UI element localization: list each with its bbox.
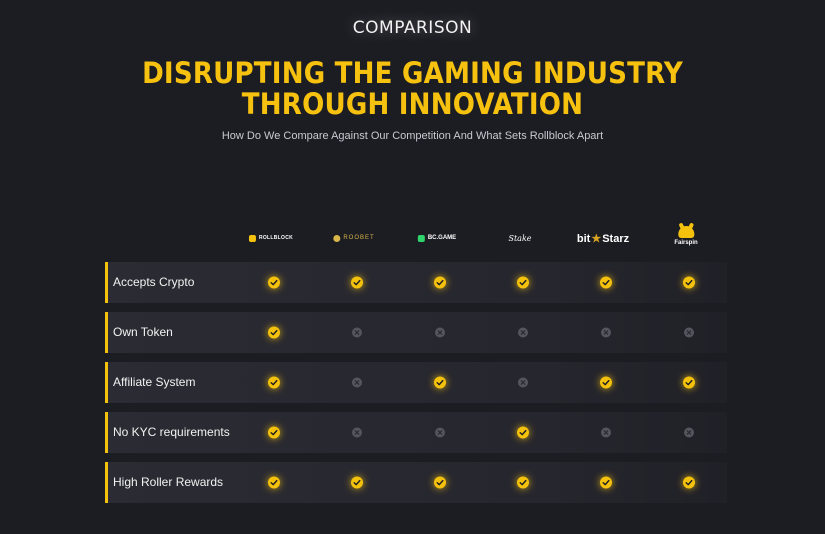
feature-label: Own Token bbox=[113, 325, 173, 339]
check-icon bbox=[268, 276, 281, 289]
section-eyebrow: COMPARISON bbox=[352, 18, 473, 38]
roobet-logo-text: ROOBET bbox=[343, 235, 375, 241]
fairspin-logo-text: Fairspin bbox=[674, 240, 698, 246]
cross-icon bbox=[351, 326, 364, 339]
check-icon bbox=[517, 476, 530, 489]
bitstarz-logo-text: bit★Starz bbox=[577, 232, 629, 245]
check-icon bbox=[351, 276, 364, 289]
check-icon bbox=[268, 376, 281, 389]
check-icon bbox=[434, 476, 447, 489]
cross-icon bbox=[434, 326, 447, 339]
bitstarz-logo-right: Starz bbox=[602, 232, 630, 245]
check-icon bbox=[683, 376, 696, 389]
feature-label: Affiliate System bbox=[113, 375, 196, 389]
fairspin-logo: Fairspin bbox=[674, 224, 698, 248]
rollblock-logo: ROLLBLOCK bbox=[248, 226, 294, 250]
bcgame-mark-icon bbox=[417, 234, 425, 242]
feature-label: No KYC requirements bbox=[113, 425, 230, 439]
bitstarz-logo-left: bit bbox=[576, 232, 591, 245]
check-icon bbox=[434, 376, 447, 389]
cross-icon bbox=[517, 376, 530, 389]
check-icon bbox=[517, 276, 530, 289]
comparison-row: High Roller Rewards bbox=[105, 462, 727, 503]
check-icon bbox=[683, 276, 696, 289]
comparison-row: Affiliate System bbox=[105, 362, 727, 403]
check-icon bbox=[268, 476, 281, 489]
bcgame-logo: BC.GAME bbox=[417, 226, 457, 250]
check-icon bbox=[268, 326, 281, 339]
comparison-row: Own Token bbox=[105, 312, 727, 353]
rollblock-logo-text: ROLLBLOCK bbox=[258, 235, 294, 241]
check-icon bbox=[600, 376, 613, 389]
headline-line-1: DISRUPTING THE GAMING INDUSTRY bbox=[142, 56, 683, 90]
check-icon bbox=[683, 476, 696, 489]
cross-icon bbox=[600, 326, 613, 339]
cross-icon bbox=[351, 426, 364, 439]
section-headline: DISRUPTING THE GAMING INDUSTRY THROUGH I… bbox=[0, 58, 825, 120]
check-icon bbox=[517, 426, 530, 439]
bull-icon bbox=[678, 226, 694, 238]
roobet-logo: ROOBET bbox=[333, 226, 374, 250]
feature-label: High Roller Rewards bbox=[113, 475, 224, 489]
comparison-row: No KYC requirements bbox=[105, 412, 727, 453]
check-icon bbox=[600, 476, 613, 489]
cross-icon bbox=[351, 376, 364, 389]
check-icon bbox=[268, 426, 281, 439]
headline-line-2: THROUGH INNOVATION bbox=[241, 87, 584, 121]
roobet-mark-icon bbox=[333, 234, 341, 242]
cross-icon bbox=[517, 326, 530, 339]
cross-icon bbox=[600, 426, 613, 439]
feature-label: Accepts Crypto bbox=[113, 275, 195, 289]
stake-logo: Stake bbox=[508, 226, 531, 250]
stake-logo-text: Stake bbox=[508, 233, 532, 243]
cross-icon bbox=[434, 426, 447, 439]
bcgame-logo-text: BC.GAME bbox=[427, 235, 457, 241]
check-icon bbox=[434, 276, 447, 289]
cross-icon bbox=[683, 326, 696, 339]
section-subtitle: How Do We Compare Against Our Competitio… bbox=[221, 130, 604, 142]
star-icon: ★ bbox=[591, 232, 602, 245]
check-icon bbox=[351, 476, 364, 489]
check-icon bbox=[600, 276, 613, 289]
comparison-row: Accepts Crypto bbox=[105, 262, 727, 303]
rollblock-mark-icon bbox=[248, 234, 256, 242]
cross-icon bbox=[683, 426, 696, 439]
bitstarz-logo: bit★Starz bbox=[577, 226, 629, 250]
